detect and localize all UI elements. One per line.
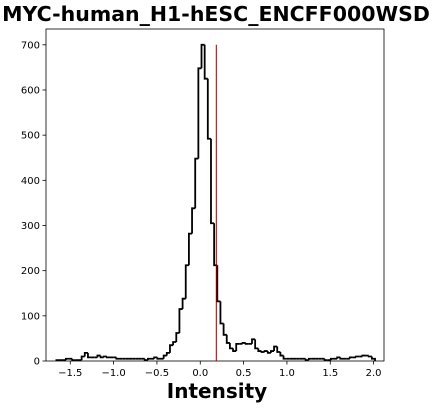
histogram-bin bbox=[83, 351, 88, 357]
histogram-bin bbox=[304, 358, 309, 361]
y-axis: 0 100 200 300 400 500 600 700 bbox=[21, 40, 46, 368]
y-tick-label: 0 bbox=[34, 357, 40, 368]
histogram-bin bbox=[266, 351, 271, 354]
x-tick-label: 0.5 bbox=[236, 368, 252, 379]
histogram-bin bbox=[175, 332, 180, 343]
histogram-bin bbox=[339, 357, 344, 360]
histogram-bin bbox=[172, 341, 177, 346]
histogram-bin bbox=[203, 44, 208, 80]
x-tick-label: 0.0 bbox=[192, 368, 208, 379]
histogram-bin bbox=[200, 43, 205, 69]
histogram-bin bbox=[219, 301, 224, 325]
histogram-bin bbox=[251, 338, 256, 344]
histogram-bin bbox=[197, 67, 202, 159]
histogram-bin bbox=[232, 348, 237, 352]
histogram-bin bbox=[143, 358, 148, 361]
histogram-bin bbox=[336, 356, 341, 359]
y-tick-label: 600 bbox=[21, 85, 40, 96]
histogram-bin bbox=[210, 138, 215, 225]
histogram-bin bbox=[80, 355, 85, 361]
histogram-bin bbox=[260, 351, 265, 353]
y-tick-label: 500 bbox=[21, 131, 40, 142]
histogram-bin bbox=[254, 339, 259, 350]
x-axis-label: Intensity bbox=[167, 379, 267, 403]
histogram-bin bbox=[355, 355, 360, 358]
histogram-bin bbox=[229, 342, 234, 350]
histogram-bin bbox=[162, 354, 167, 359]
x-tick-label: −0.5 bbox=[145, 368, 169, 379]
histogram-bin bbox=[169, 344, 174, 353]
histogram-bin bbox=[96, 354, 101, 358]
histogram-bin bbox=[370, 356, 376, 361]
histogram-bin bbox=[178, 308, 183, 333]
histogram-bin bbox=[184, 264, 189, 299]
histogram-bin bbox=[222, 323, 227, 336]
histogram-bin bbox=[194, 157, 199, 209]
x-tick-label: −1.0 bbox=[101, 368, 125, 379]
histogram-bin bbox=[235, 342, 240, 352]
histogram-bin bbox=[282, 355, 287, 360]
x-tick-label: 1.5 bbox=[322, 368, 338, 379]
histogram-bin bbox=[263, 350, 268, 352]
histogram-bin bbox=[273, 345, 278, 352]
y-tick-label: 700 bbox=[21, 40, 40, 51]
histogram-bin bbox=[244, 342, 249, 345]
x-axis: −1.5 −1.0 −0.5 0.0 0.5 1.0 1.5 2.0 bbox=[58, 361, 382, 379]
histogram-bin bbox=[188, 232, 193, 266]
histogram-bin bbox=[105, 356, 111, 359]
y-tick-label: 300 bbox=[21, 221, 40, 232]
histogram-bin bbox=[225, 334, 230, 344]
x-tick-label: −1.5 bbox=[58, 368, 82, 379]
histogram-bin bbox=[87, 352, 92, 359]
histogram-bin bbox=[146, 357, 152, 361]
histogram-bin bbox=[323, 358, 328, 361]
histogram-bin bbox=[99, 355, 104, 359]
histogram-bin bbox=[348, 356, 353, 359]
histogram-bin bbox=[276, 346, 281, 353]
histogram-bin bbox=[191, 207, 196, 234]
histogram-bin bbox=[165, 351, 170, 356]
histogram-bin bbox=[241, 342, 246, 344]
histogram-bin bbox=[307, 357, 312, 361]
y-tick-label: 200 bbox=[21, 266, 40, 277]
histogram-bin bbox=[156, 357, 161, 360]
histogram-bin bbox=[153, 356, 158, 359]
histogram-bin bbox=[102, 355, 107, 358]
axes-frame bbox=[45, 28, 385, 362]
histogram-bin bbox=[257, 348, 262, 352]
x-tick-label: 1.0 bbox=[279, 368, 295, 379]
histogram-bin bbox=[213, 223, 218, 267]
y-tick-label: 100 bbox=[21, 311, 40, 322]
histogram-bin bbox=[279, 351, 284, 357]
histogram-bin bbox=[361, 354, 366, 357]
histogram-bin bbox=[55, 359, 60, 361]
plot-area bbox=[45, 28, 385, 362]
y-tick-label: 400 bbox=[21, 176, 40, 187]
histogram-bin bbox=[115, 357, 120, 360]
histogram-bin bbox=[367, 355, 372, 358]
histogram-bin bbox=[270, 350, 275, 353]
histogram-bin bbox=[329, 357, 335, 361]
x-tick-label: 2.0 bbox=[366, 368, 382, 379]
histogram-bin bbox=[64, 357, 70, 361]
chart-title: MYC-human_H1-hESC_ENCFF000WSD bbox=[2, 2, 430, 26]
histogram-bin bbox=[206, 78, 211, 140]
histogram-bin bbox=[71, 358, 76, 361]
histogram-bin bbox=[216, 265, 221, 303]
histogram-bin bbox=[181, 297, 186, 310]
